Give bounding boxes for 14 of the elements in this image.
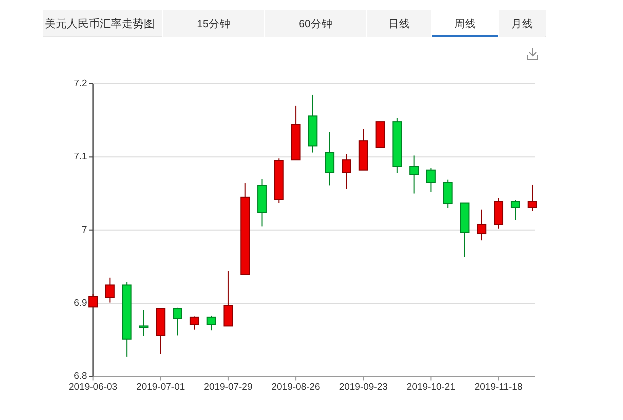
y-tick-label: 7.2 bbox=[74, 78, 88, 90]
x-tick-label: 2019-08-26 bbox=[272, 382, 320, 394]
tab-label: 周线 bbox=[454, 18, 476, 30]
x-tick-label: 2019-06-03 bbox=[68, 382, 118, 394]
x-tick-label: 2019-09-23 bbox=[339, 382, 388, 394]
y-tick-label: 6.9 bbox=[74, 298, 88, 310]
title: 美元人民币汇率走势图 bbox=[45, 18, 155, 30]
x-tick-label: 2019-10-21 bbox=[406, 382, 456, 394]
y-tick-label: 7.1 bbox=[74, 152, 88, 163]
y-tick-label: 7 bbox=[82, 224, 88, 236]
x-tick-label: 2019-07-29 bbox=[204, 382, 253, 394]
y-tick-label: 6.8 bbox=[74, 371, 88, 382]
x-tick-label: 2019-11-18 bbox=[474, 382, 523, 394]
x-tick-label: 2019-07-01 bbox=[136, 382, 186, 394]
